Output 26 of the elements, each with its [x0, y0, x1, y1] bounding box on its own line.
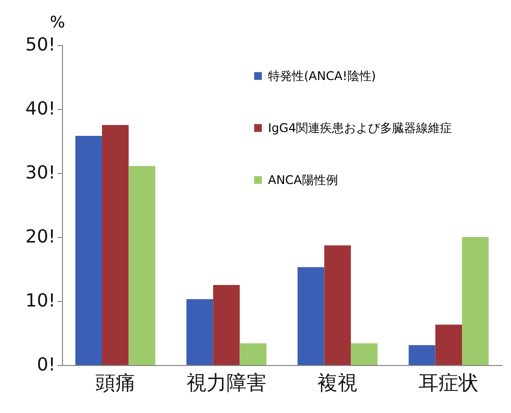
y-tick-label: 40! [25, 98, 56, 120]
bar [102, 125, 129, 365]
x-tick-label: 頭痛 [95, 370, 136, 394]
x-tick-label: 耳症状 [418, 370, 479, 394]
legend-label: ANCA陽性例 [268, 173, 338, 187]
bar [298, 267, 324, 365]
y-tick-label: 50! [25, 34, 56, 56]
bar [128, 166, 156, 365]
bar [240, 343, 266, 365]
bar [408, 345, 436, 365]
bar [213, 285, 240, 365]
y-tick-label: 10! [25, 290, 56, 312]
legend-label: IgG4関連疾患および多臓器線維症 [268, 121, 452, 135]
bar [462, 237, 489, 365]
bar [186, 299, 214, 365]
x-tick-label: 複視 [318, 370, 358, 394]
bar [350, 343, 378, 365]
y-tick-label: 30! [25, 162, 56, 184]
legend-label: 特発性(ANCA!陰性) [268, 69, 376, 83]
bar [324, 245, 351, 365]
x-tick-label: 視力障害 [186, 370, 266, 394]
bar [75, 136, 102, 365]
y-tick-label: 0! [36, 354, 56, 376]
bar [435, 324, 462, 365]
y-axis-title: % [50, 12, 66, 32]
y-tick-label: 20! [25, 226, 56, 248]
